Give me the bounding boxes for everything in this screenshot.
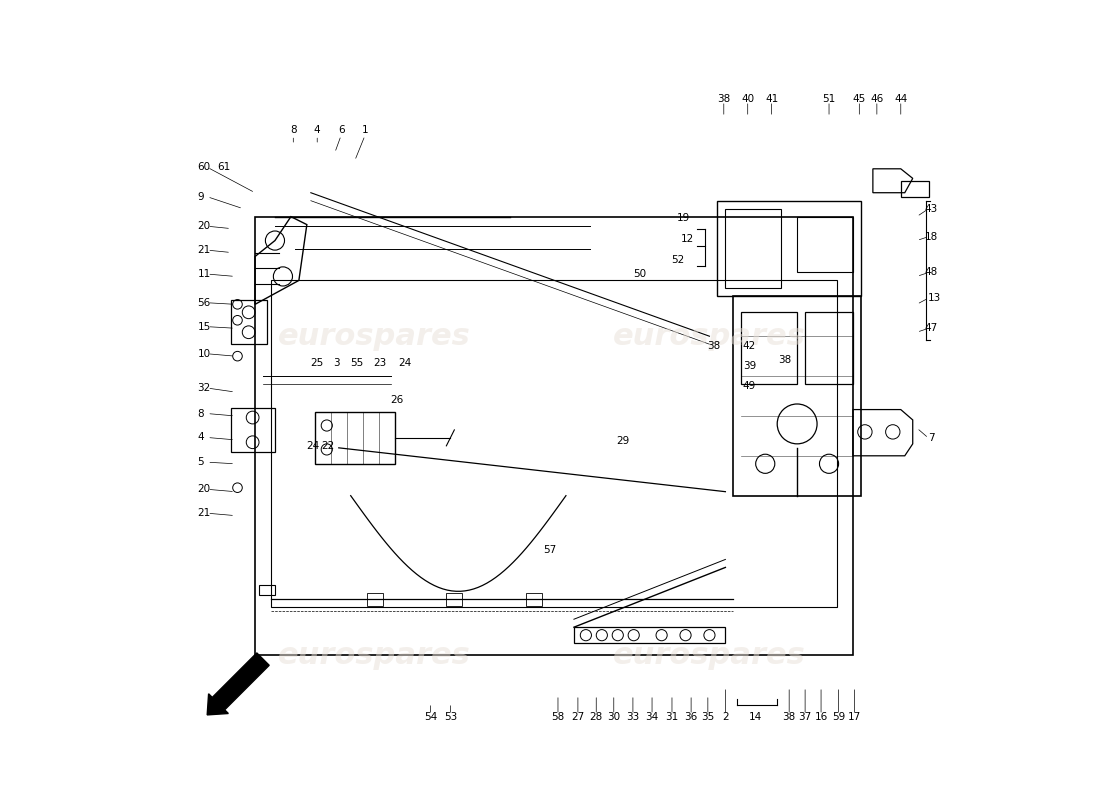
Text: 13: 13 bbox=[927, 293, 940, 303]
Bar bbox=[798, 217, 852, 273]
Text: 22: 22 bbox=[321, 442, 336, 451]
Bar bbox=[734, 296, 861, 496]
Text: 33: 33 bbox=[626, 712, 639, 722]
Text: 40: 40 bbox=[741, 94, 755, 104]
Text: 47: 47 bbox=[924, 323, 937, 334]
Bar bbox=[271, 281, 837, 607]
Text: 49: 49 bbox=[742, 381, 756, 390]
Text: 34: 34 bbox=[646, 712, 659, 722]
Bar bbox=[315, 412, 395, 464]
Text: 56: 56 bbox=[198, 298, 211, 308]
Text: 45: 45 bbox=[852, 94, 866, 104]
Text: 31: 31 bbox=[666, 712, 679, 722]
Text: 32: 32 bbox=[198, 383, 211, 393]
Text: 2: 2 bbox=[722, 712, 728, 722]
Text: 28: 28 bbox=[590, 712, 603, 722]
Text: 4: 4 bbox=[314, 126, 320, 135]
Text: 1: 1 bbox=[362, 126, 369, 135]
Text: 20: 20 bbox=[198, 484, 211, 494]
Text: 17: 17 bbox=[848, 712, 861, 722]
Text: 48: 48 bbox=[924, 267, 937, 278]
Text: eurospares: eurospares bbox=[278, 641, 471, 670]
Text: 8: 8 bbox=[290, 126, 297, 135]
Text: 21: 21 bbox=[198, 245, 211, 255]
Text: 50: 50 bbox=[632, 269, 646, 279]
Text: 14: 14 bbox=[749, 712, 762, 722]
Text: 8: 8 bbox=[198, 409, 205, 418]
Text: 61: 61 bbox=[217, 162, 230, 172]
Text: eurospares: eurospares bbox=[613, 322, 806, 350]
Text: 3: 3 bbox=[333, 358, 340, 367]
Text: 52: 52 bbox=[671, 255, 684, 266]
Text: eurospares: eurospares bbox=[613, 641, 806, 670]
Text: 60: 60 bbox=[198, 162, 211, 172]
Text: 38: 38 bbox=[779, 355, 792, 365]
Text: 16: 16 bbox=[814, 712, 827, 722]
Text: 38: 38 bbox=[782, 712, 795, 722]
Bar bbox=[725, 209, 781, 288]
Text: 6: 6 bbox=[338, 126, 344, 135]
Bar bbox=[526, 593, 542, 606]
Text: 24: 24 bbox=[306, 442, 319, 451]
Text: 37: 37 bbox=[799, 712, 812, 722]
Text: 29: 29 bbox=[617, 437, 630, 446]
Text: 4: 4 bbox=[198, 433, 205, 442]
Bar bbox=[717, 201, 861, 296]
Text: 24: 24 bbox=[398, 358, 411, 367]
Text: 35: 35 bbox=[701, 712, 715, 722]
Text: 42: 42 bbox=[742, 341, 756, 350]
Text: 59: 59 bbox=[832, 712, 845, 722]
Text: 51: 51 bbox=[823, 94, 836, 104]
FancyArrow shape bbox=[207, 653, 270, 715]
Text: 25: 25 bbox=[310, 358, 323, 367]
Text: 21: 21 bbox=[198, 508, 211, 518]
Text: 44: 44 bbox=[894, 94, 908, 104]
Text: 23: 23 bbox=[373, 358, 386, 367]
Text: 12: 12 bbox=[681, 234, 694, 244]
Text: 38: 38 bbox=[707, 341, 721, 350]
Text: 57: 57 bbox=[543, 545, 557, 555]
Text: 41: 41 bbox=[764, 94, 779, 104]
Text: 55: 55 bbox=[351, 358, 364, 367]
Text: 5: 5 bbox=[198, 457, 205, 467]
Text: 19: 19 bbox=[678, 214, 691, 223]
Text: 30: 30 bbox=[607, 712, 620, 722]
Text: 11: 11 bbox=[198, 269, 211, 279]
Text: 20: 20 bbox=[198, 222, 211, 231]
Text: 10: 10 bbox=[198, 349, 211, 358]
Text: 58: 58 bbox=[551, 712, 564, 722]
Text: 27: 27 bbox=[571, 712, 584, 722]
Text: eurospares: eurospares bbox=[278, 322, 471, 350]
Text: 53: 53 bbox=[443, 712, 456, 722]
Text: 38: 38 bbox=[717, 94, 730, 104]
Text: 18: 18 bbox=[924, 231, 937, 242]
Text: 9: 9 bbox=[198, 192, 205, 202]
Text: 26: 26 bbox=[390, 395, 404, 405]
Text: 39: 39 bbox=[742, 361, 756, 370]
Text: 54: 54 bbox=[424, 712, 437, 722]
Bar bbox=[255, 217, 853, 655]
Bar bbox=[805, 312, 852, 384]
Bar bbox=[366, 593, 383, 606]
Bar bbox=[447, 593, 462, 606]
Text: 15: 15 bbox=[198, 322, 211, 332]
Text: 7: 7 bbox=[927, 434, 934, 443]
Text: 46: 46 bbox=[870, 94, 883, 104]
Text: 43: 43 bbox=[924, 204, 937, 214]
Text: 36: 36 bbox=[684, 712, 697, 722]
Bar bbox=[741, 312, 798, 384]
